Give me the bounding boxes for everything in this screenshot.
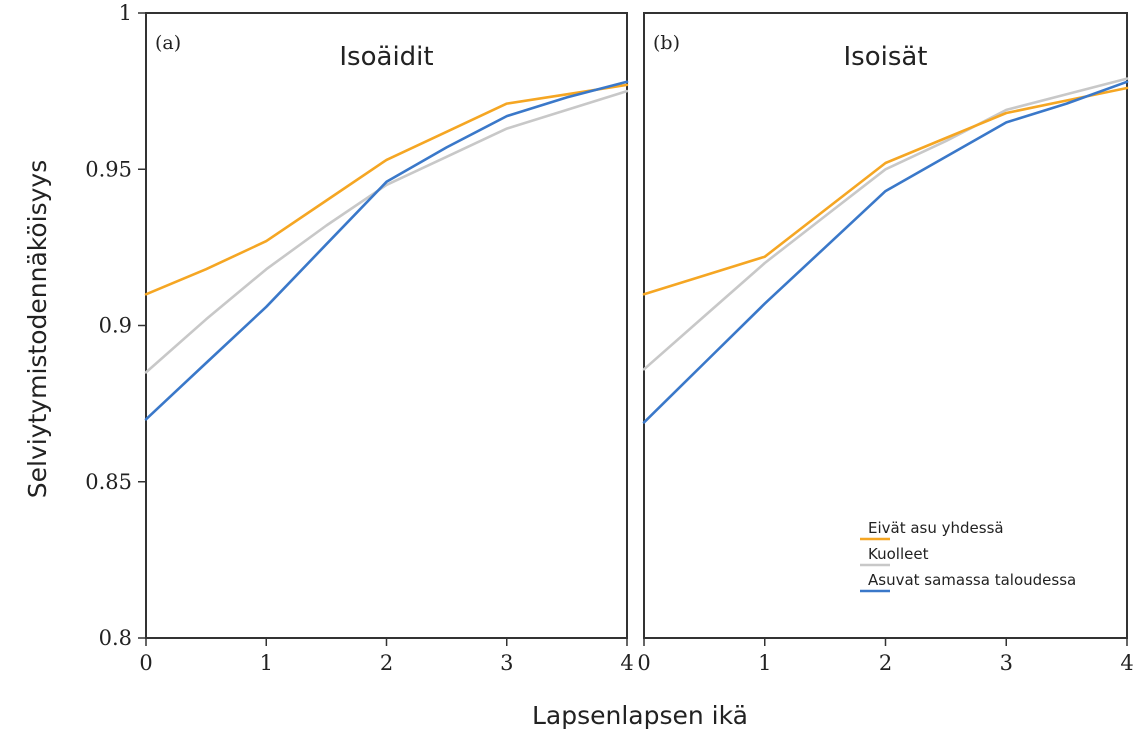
series-line [642, 80, 1129, 424]
series-line [144, 83, 629, 296]
x-tick-label: 4 [1120, 651, 1133, 675]
y-tick-label: 1 [119, 1, 132, 25]
legend-item: Kuolleet [860, 545, 929, 567]
x-tick-label: 0 [139, 651, 152, 675]
series-line [642, 86, 1129, 296]
panel-title: Isoisät [843, 42, 927, 72]
legend-label: Eivät asu yhdessä [868, 519, 1004, 537]
x-tick-label: 2 [380, 651, 393, 675]
y-axis-title: Selviytymistodennäköisyys [23, 160, 52, 498]
panel-tag: (b) [653, 32, 680, 54]
panel-title: Isoäidit [339, 42, 433, 72]
panels: 0 1 2 3 4 0.8 0.85 0.9 0.95 1 (a) Isoäidit 0 1 2 3 4 (b) I… [85, 1, 1133, 675]
legend-label: Kuolleet [868, 545, 929, 563]
plot-frame [145, 12, 628, 639]
legend: Eivät asu yhdessä Kuolleet Asuvat samassa … [860, 519, 1076, 593]
x-tick-label: 1 [758, 651, 771, 675]
x-axis-title: Lapsenlapsen ikä [532, 701, 748, 730]
legend-item: Eivät asu yhdessä [860, 519, 1004, 541]
x-tick-label: 1 [260, 651, 273, 675]
x-tick-label: 0 [637, 651, 650, 675]
x-tick-label: 3 [500, 651, 513, 675]
panel-a: 0 1 2 3 4 0.8 0.85 0.9 0.95 1 (a) Isoäidit [85, 1, 633, 675]
legend-label: Asuvat samassa taloudessa [868, 571, 1076, 589]
panel-tag: (a) [155, 32, 181, 54]
y-tick-label: 0.9 [99, 314, 132, 338]
series-line [144, 89, 629, 374]
x-tick-label: 4 [620, 651, 633, 675]
y-tick-label: 0.85 [85, 470, 132, 494]
x-tick-label: 2 [879, 651, 892, 675]
legend-item: Asuvat samassa taloudessa [860, 571, 1076, 593]
panel-b: 0 1 2 3 4 (b) Isoisät [637, 12, 1134, 675]
x-tick-label: 3 [1000, 651, 1013, 675]
y-tick-label: 0.95 [85, 157, 132, 181]
series-line [144, 80, 629, 421]
series-line [642, 77, 1129, 371]
y-tick-label: 0.8 [99, 626, 132, 650]
